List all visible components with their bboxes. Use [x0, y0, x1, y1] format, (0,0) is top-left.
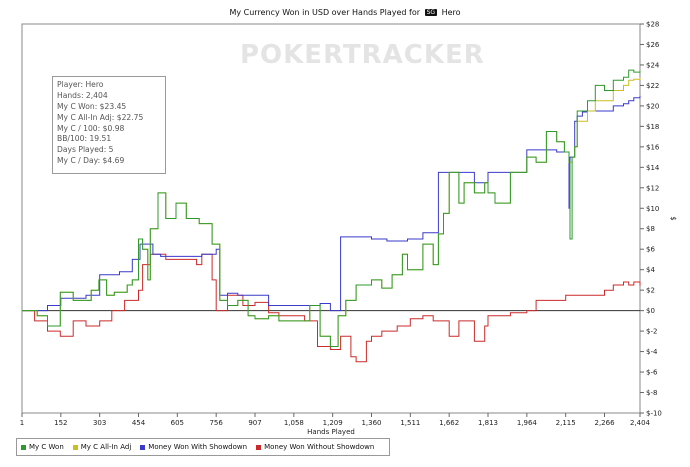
y-tick-label: $-6	[646, 369, 658, 377]
y-tick-label: $22	[646, 82, 659, 90]
chart-title-text: My Currency Won in USD over Hands Played…	[229, 8, 421, 17]
y-tick-label: $16	[646, 143, 660, 151]
series-group	[22, 69, 641, 363]
chart-title-player: Hero	[441, 8, 461, 17]
y-tick-label: $12	[646, 184, 659, 192]
stat-per-day: My C / Day: $4.69	[57, 156, 125, 166]
y-tick-label: $28	[646, 21, 659, 29]
y-tick-label: $-4	[646, 348, 658, 356]
legend-item-showdown[interactable]: Money Won With Showdown	[140, 443, 247, 451]
stats-box: Player: Hero Hands: 2,404 My C Won: $23.…	[52, 76, 166, 174]
y-axis-label: $	[669, 216, 677, 220]
legend-item-won[interactable]: My C Won	[21, 443, 64, 451]
legend-label-won: My C Won	[29, 443, 64, 451]
stat-player: Player: Hero	[57, 80, 104, 89]
y-tick-label: $4	[646, 266, 655, 274]
x-tick-label: 907	[248, 419, 261, 427]
y-tick-label: $-10	[646, 410, 662, 418]
watermark-text: POKERTRACKER	[240, 40, 485, 70]
y-tick-label: $18	[646, 123, 659, 131]
y-tick-label: $-8	[646, 389, 657, 397]
y-tick-label: $0	[646, 307, 655, 315]
legend-label-no-showdown: Money Won Without Showdown	[264, 443, 375, 451]
legend-item-allin[interactable]: My C All-In Adj	[72, 443, 132, 451]
x-tick-label: 1,058	[284, 419, 304, 427]
x-tick-label: 1,209	[323, 419, 343, 427]
legend-label-allin: My C All-In Adj	[80, 443, 132, 451]
x-axis-label: Hands Played	[307, 428, 355, 436]
x-tick-label: 152	[54, 419, 67, 427]
x-tick-label: 454	[132, 419, 146, 427]
x-tick-label: 2,404	[630, 419, 651, 427]
y-tick-label: $26	[646, 41, 660, 49]
legend-swatch-showdown	[140, 444, 146, 450]
series-line-won	[22, 69, 641, 347]
x-tick-label: 1,662	[439, 419, 459, 427]
x-tick-label: 1,813	[478, 419, 498, 427]
y-tick-label: $2	[646, 287, 655, 295]
plot-border	[21, 23, 641, 414]
x-tick-label: 1,360	[361, 419, 381, 427]
x-tick-label: 2,115	[556, 419, 576, 427]
x-tick-label: 303	[93, 419, 106, 427]
chart-title: My Currency Won in USD over Hands Played…	[0, 8, 690, 17]
y-tick-label: $6	[646, 246, 655, 254]
y-tick-label: $-2	[646, 328, 657, 336]
y-tick-label: $14	[646, 164, 660, 172]
x-tick-label: 1	[20, 419, 24, 427]
stat-allin-adj: My C All-In Adj: $22.75	[57, 112, 144, 122]
y-tick-label: $20	[646, 102, 659, 110]
x-tick-label: 1,511	[400, 419, 420, 427]
stat-bb100: BB/100: 19.51	[57, 134, 112, 144]
legend-item-no-showdown[interactable]: Money Won Without Showdown	[256, 443, 374, 451]
stat-won: My C Won: $23.45	[57, 101, 127, 111]
series-line-no-showdown	[22, 253, 641, 363]
site-badge-icon: SG	[424, 9, 438, 16]
stat-hands: Hands: 2,404	[57, 90, 108, 100]
y-tick-label: $24	[646, 61, 660, 69]
legend: My C Won My C All-In Adj Money Won With …	[16, 438, 391, 456]
x-tick-label: 2,266	[594, 419, 615, 427]
legend-label-showdown: Money Won With Showdown	[148, 443, 248, 451]
watermark-logo: POKERTRACKER	[240, 40, 485, 70]
x-tick-label: 605	[171, 419, 184, 427]
y-tick-label: $10	[646, 205, 659, 213]
legend-swatch-no-showdown	[256, 444, 262, 450]
stat-per-100: My C / 100: $0.98	[57, 123, 125, 133]
stat-days: Days Played: 5	[57, 145, 114, 155]
x-tick-label: 1,964	[517, 419, 538, 427]
legend-swatch-allin	[72, 444, 78, 450]
y-tick-label: $8	[646, 225, 655, 233]
legend-swatch-won	[21, 444, 26, 450]
x-tick-label: 756	[209, 419, 223, 427]
